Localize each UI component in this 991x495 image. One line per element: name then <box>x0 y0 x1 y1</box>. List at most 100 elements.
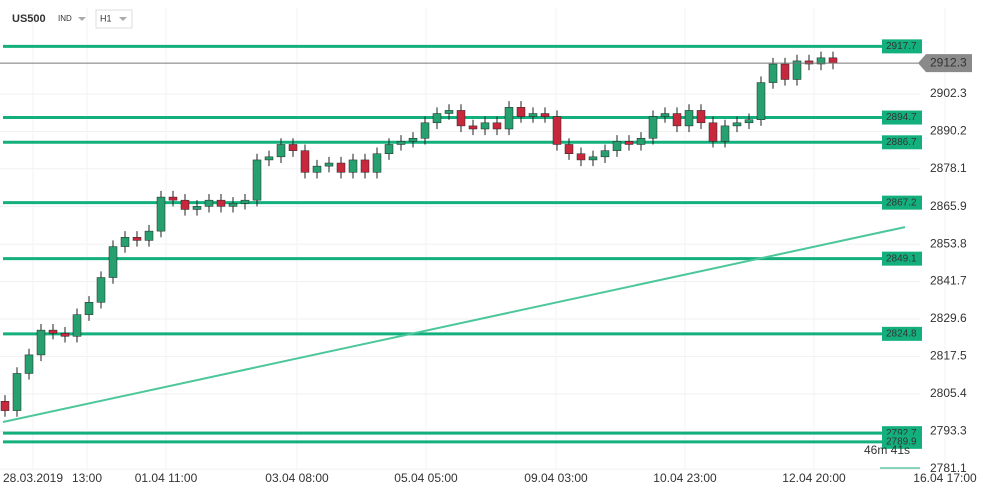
y-tick-label: 2878.1 <box>930 161 967 175</box>
candle-body <box>672 113 682 127</box>
candle-body <box>576 153 586 161</box>
y-tick-label: 2890.2 <box>930 124 967 138</box>
candle-body <box>192 206 202 210</box>
candle-body <box>816 57 826 65</box>
candle-body <box>312 165 322 173</box>
y-tick-label: 2805.4 <box>930 386 967 400</box>
y-tick-label: 2841.7 <box>930 274 967 288</box>
x-tick-label: 01.04 11:00 <box>135 471 198 485</box>
last-price-label: 2912.3 <box>930 55 967 69</box>
y-tick-label: 2781.1 <box>930 461 967 475</box>
x-tick-label: 16.04 17:00 <box>913 471 977 485</box>
level-label: 2849.1 <box>886 253 917 264</box>
candle-body <box>828 57 838 64</box>
candle-body <box>540 113 550 117</box>
candle-body <box>156 196 166 232</box>
last-price-box <box>918 54 972 73</box>
candle-body <box>468 125 478 130</box>
candle-body <box>216 199 226 207</box>
y-tick-label: 2902.3 <box>930 86 967 100</box>
candle-body <box>804 60 814 65</box>
dropdown-icon[interactable] <box>119 17 127 21</box>
candle-body <box>48 329 58 334</box>
candle-body <box>612 141 622 151</box>
level-label: 2789.9 <box>886 436 917 447</box>
x-tick-label: 03.04 08:00 <box>265 471 329 485</box>
candle-body <box>624 141 634 145</box>
x-tick-label: 28.03.2019 <box>3 471 63 485</box>
countdown: 46m 41s <box>864 443 910 457</box>
level-label: 2886.7 <box>886 137 917 148</box>
candle-body <box>84 302 94 315</box>
candle-body <box>132 237 142 241</box>
interval[interactable]: H1 <box>100 13 112 23</box>
candle-body <box>276 144 286 158</box>
grid <box>0 8 946 470</box>
candle-body <box>300 150 310 173</box>
trendline <box>2 226 906 424</box>
candle-body <box>120 237 130 247</box>
candle-body <box>648 116 658 139</box>
x-tick-label: 05.04 05:00 <box>394 471 458 485</box>
y-tick-label: 2865.9 <box>930 199 967 213</box>
dropdown-icon[interactable] <box>78 17 86 21</box>
level-label: 2792.7 <box>886 428 917 439</box>
x-tick-label: 12.04 20:00 <box>782 471 846 485</box>
candle-body <box>732 122 742 127</box>
x-tick-label: 13:00 <box>72 471 102 485</box>
candle-body <box>768 63 778 83</box>
level-label-box <box>882 434 922 449</box>
level-label: 2894.7 <box>886 112 917 123</box>
candle-body <box>144 230 154 241</box>
candle-body <box>168 196 178 201</box>
x-tick-label: 10.04 23:00 <box>653 471 717 485</box>
candle-body <box>0 401 10 411</box>
candle-body <box>588 156 598 161</box>
candle-body <box>480 122 490 130</box>
level-label-box <box>882 39 922 54</box>
level-label-box <box>882 251 922 266</box>
candle-body <box>180 199 190 210</box>
candle-body <box>264 156 274 161</box>
candle-body <box>12 373 22 411</box>
candle-body <box>456 110 466 127</box>
candle-body <box>684 110 694 127</box>
symbol[interactable]: US500 <box>12 13 46 25</box>
candle-body <box>780 63 790 80</box>
candle-body <box>720 125 730 142</box>
candle-body <box>108 246 118 278</box>
candle-body <box>96 277 106 303</box>
level-label-box <box>882 110 922 125</box>
candle-body <box>696 110 706 124</box>
candle-body <box>240 199 250 204</box>
level-label-box <box>882 326 922 341</box>
candle-body <box>228 203 238 207</box>
candle-body <box>420 122 430 139</box>
candle-body <box>24 354 34 374</box>
candle-body <box>324 162 334 167</box>
candle-body <box>408 138 418 142</box>
candle-body <box>372 153 382 173</box>
candle-body <box>708 122 718 142</box>
x-tick-label: 09.04 03:00 <box>524 471 588 485</box>
level-label-box <box>882 195 922 210</box>
candle-body <box>360 159 370 173</box>
candle-body <box>336 162 346 173</box>
candle-body <box>396 141 406 145</box>
y-tick-label: 2817.5 <box>930 349 967 363</box>
candle-body <box>348 159 358 173</box>
candle-body <box>432 113 442 124</box>
candle-body <box>72 314 82 337</box>
candle-body <box>792 60 802 80</box>
interval-box[interactable] <box>95 9 133 29</box>
candle-body <box>252 159 262 201</box>
candle-body <box>288 144 298 151</box>
candle-body <box>600 150 610 158</box>
candle-body <box>492 122 502 130</box>
y-tick-label: 2853.8 <box>930 236 967 250</box>
candle-body <box>384 144 394 154</box>
candle-body <box>444 110 454 114</box>
candle-body <box>660 113 670 117</box>
level-label: 2867.2 <box>886 197 917 208</box>
